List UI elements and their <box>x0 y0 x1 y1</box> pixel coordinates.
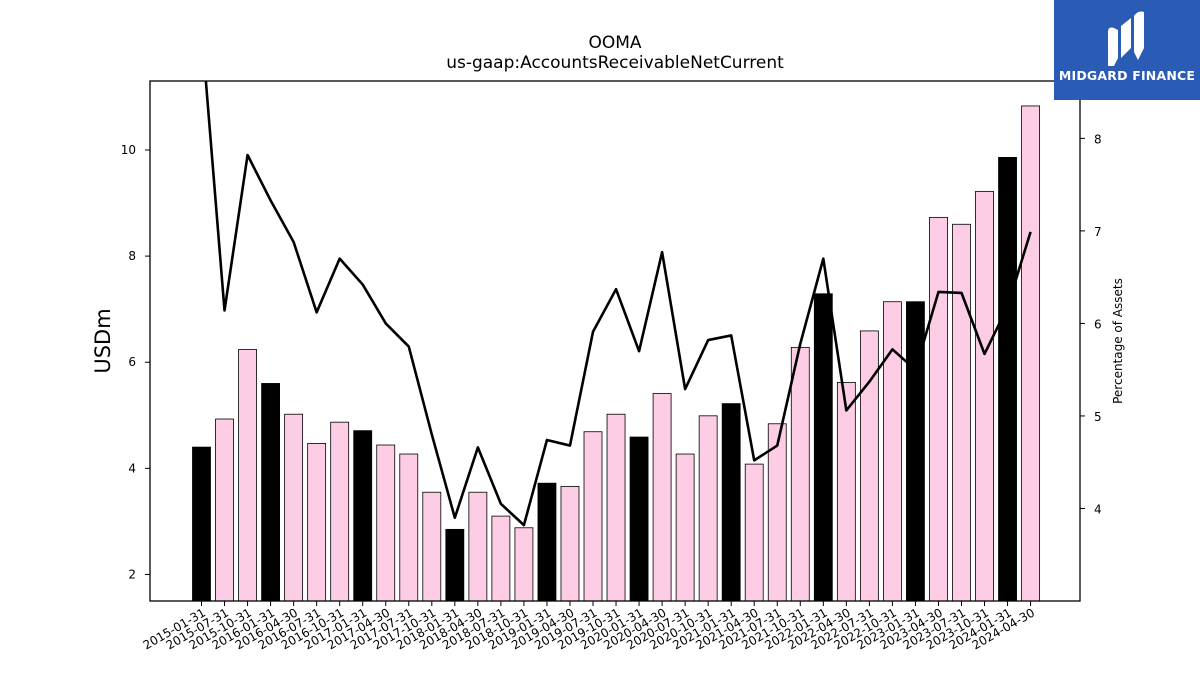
bar <box>376 444 396 602</box>
bar <box>560 485 580 602</box>
plot-frame <box>149 80 1081 602</box>
y2-tick-label: 7 <box>1094 225 1102 239</box>
bar <box>399 453 419 602</box>
bar <box>998 157 1017 602</box>
y2-tick-label: 6 <box>1094 317 1102 331</box>
bar <box>744 463 764 602</box>
bar <box>698 415 718 602</box>
percentage-line <box>204 81 1032 527</box>
bar <box>491 515 511 602</box>
bar <box>652 393 672 602</box>
bar <box>952 223 971 602</box>
midgard-logo-icon <box>1108 11 1144 66</box>
bar <box>790 346 810 602</box>
chart-title: OOMA <box>588 33 641 53</box>
y-tick-label: 6 <box>128 355 136 369</box>
bar <box>606 413 626 602</box>
bar <box>353 430 373 602</box>
x-axis-ticks: 2015-01-312015-07-312015-10-312016-01-31… <box>141 601 1037 652</box>
bar <box>813 293 833 602</box>
y2-axis-ticks: 4 5 6 7 8 <box>1080 132 1102 516</box>
y2-axis-label: Percentage of Assets <box>1111 278 1125 404</box>
y-tick-label: 4 <box>128 461 136 475</box>
bar <box>1021 105 1040 602</box>
bar <box>929 216 948 602</box>
bar <box>583 431 603 602</box>
bar <box>238 349 257 602</box>
bar <box>537 482 557 602</box>
y2-tick-label: 4 <box>1094 502 1102 516</box>
y-axis-ticks: 2 4 6 8 10 <box>121 143 150 581</box>
y-tick-label: 10 <box>121 143 136 157</box>
y-tick-label: 8 <box>128 249 136 263</box>
bar <box>330 421 350 602</box>
bar <box>468 491 488 602</box>
bar <box>215 418 234 602</box>
line-group <box>204 81 1032 527</box>
bar <box>445 528 465 602</box>
chart-subtitle: us-gaap:AccountsReceivableNetCurrent <box>446 53 784 73</box>
bar <box>284 413 304 602</box>
bar <box>192 446 211 602</box>
bar <box>721 403 741 602</box>
brand-name: MIDGARD FINANCE <box>1058 68 1196 83</box>
bar <box>307 443 327 602</box>
bar <box>422 491 442 602</box>
bar <box>836 381 856 602</box>
bar <box>883 301 902 602</box>
y2-tick-label: 5 <box>1094 410 1102 424</box>
brand-logo: MIDGARD FINANCE <box>1054 0 1200 100</box>
bar <box>629 436 649 602</box>
bar <box>261 383 280 602</box>
y2-tick-label: 8 <box>1094 132 1102 146</box>
y-axis-label: USDm <box>91 308 115 373</box>
y-tick-label: 2 <box>128 567 136 581</box>
bar <box>975 190 994 602</box>
bar-group <box>192 105 1040 602</box>
bar <box>675 453 695 602</box>
bar <box>514 527 534 602</box>
